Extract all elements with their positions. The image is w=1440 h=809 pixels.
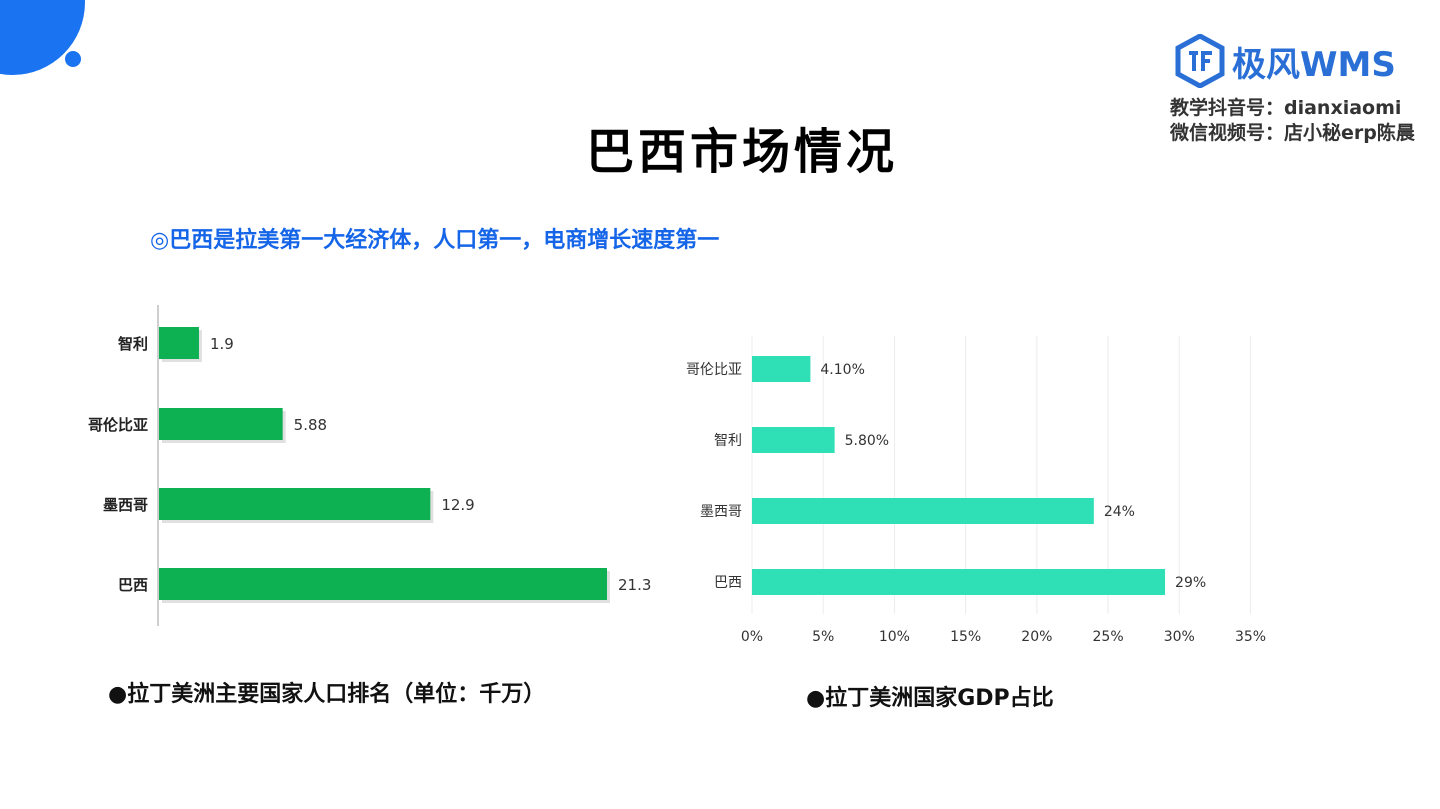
gdp-bar: [752, 569, 1166, 595]
population-bar-chart: 智利 1.9 哥伦比亚 5.88 墨西哥 12.9 巴西 21.3: [88, 305, 651, 626]
logo-text: 极风WMS: [1232, 44, 1396, 85]
logo-mark-icon: [1175, 34, 1225, 88]
gdp-x-tick-label: 30%: [1164, 629, 1195, 645]
decorative-dot: [65, 51, 81, 67]
gdp-share-bar-chart: 0% 5% 10% 15% 20% 25% 30% 35% 哥伦比亚 4.10% 智利 5.80% 墨西…: [686, 336, 1266, 645]
population-category-label: 智利: [118, 335, 148, 353]
brand-logo: 极风WMS: [1174, 34, 1396, 88]
contact-douyin: 教学抖音号：dianxiaomi: [1170, 97, 1402, 119]
population-category-label: 巴西: [118, 576, 148, 594]
population-value-label: 12.9: [441, 496, 474, 514]
population-bar: [159, 408, 283, 440]
population-chart-caption: ●拉丁美洲主要国家人口排名（单位：千万）: [108, 682, 546, 707]
page-title: 巴西市场情况: [585, 124, 898, 180]
gdp-value-label: 5.80%: [845, 433, 889, 449]
gdp-chart-caption: ●拉丁美洲国家GDP占比: [806, 686, 1054, 711]
population-bar: [159, 327, 199, 359]
gdp-x-tick-label: 5%: [812, 629, 834, 645]
gdp-category-label: 智利: [714, 433, 742, 449]
gdp-category-label: 哥伦比亚: [686, 362, 742, 378]
slide-subtitle: ◎巴西是拉美第一大经济体，人口第一，电商增长速度第一: [150, 228, 720, 253]
population-category-label: 哥伦比亚: [88, 416, 148, 434]
contact-wechat: 微信视频号：店小秘erp陈晨: [1170, 122, 1415, 144]
population-bar: [159, 488, 431, 520]
gdp-bar: [752, 356, 811, 382]
gdp-x-tick-label: 35%: [1235, 629, 1266, 645]
gdp-x-tick-label: 20%: [1021, 629, 1052, 645]
gdp-category-label: 巴西: [714, 575, 742, 591]
population-value-label: 21.3: [618, 576, 651, 594]
gdp-value-label: 29%: [1175, 575, 1206, 591]
gdp-x-tick-label: 15%: [950, 629, 981, 645]
contact-info: 教学抖音号：dianxiaomi 微信视频号：店小秘erp陈晨: [1170, 96, 1415, 146]
gdp-value-label: 24%: [1104, 504, 1135, 520]
population-category-label: 墨西哥: [103, 496, 148, 514]
gdp-bar: [752, 427, 835, 453]
gdp-x-tick-label: 10%: [879, 629, 910, 645]
population-value-label: 5.88: [294, 416, 327, 434]
gdp-bar: [752, 498, 1094, 524]
population-bar: [159, 568, 607, 600]
gdp-category-label: 墨西哥: [700, 504, 742, 520]
gdp-value-label: 4.10%: [820, 362, 864, 378]
gdp-x-tick-label: 25%: [1093, 629, 1124, 645]
population-value-label: 1.9: [210, 335, 234, 353]
gdp-x-tick-label: 0%: [741, 629, 763, 645]
